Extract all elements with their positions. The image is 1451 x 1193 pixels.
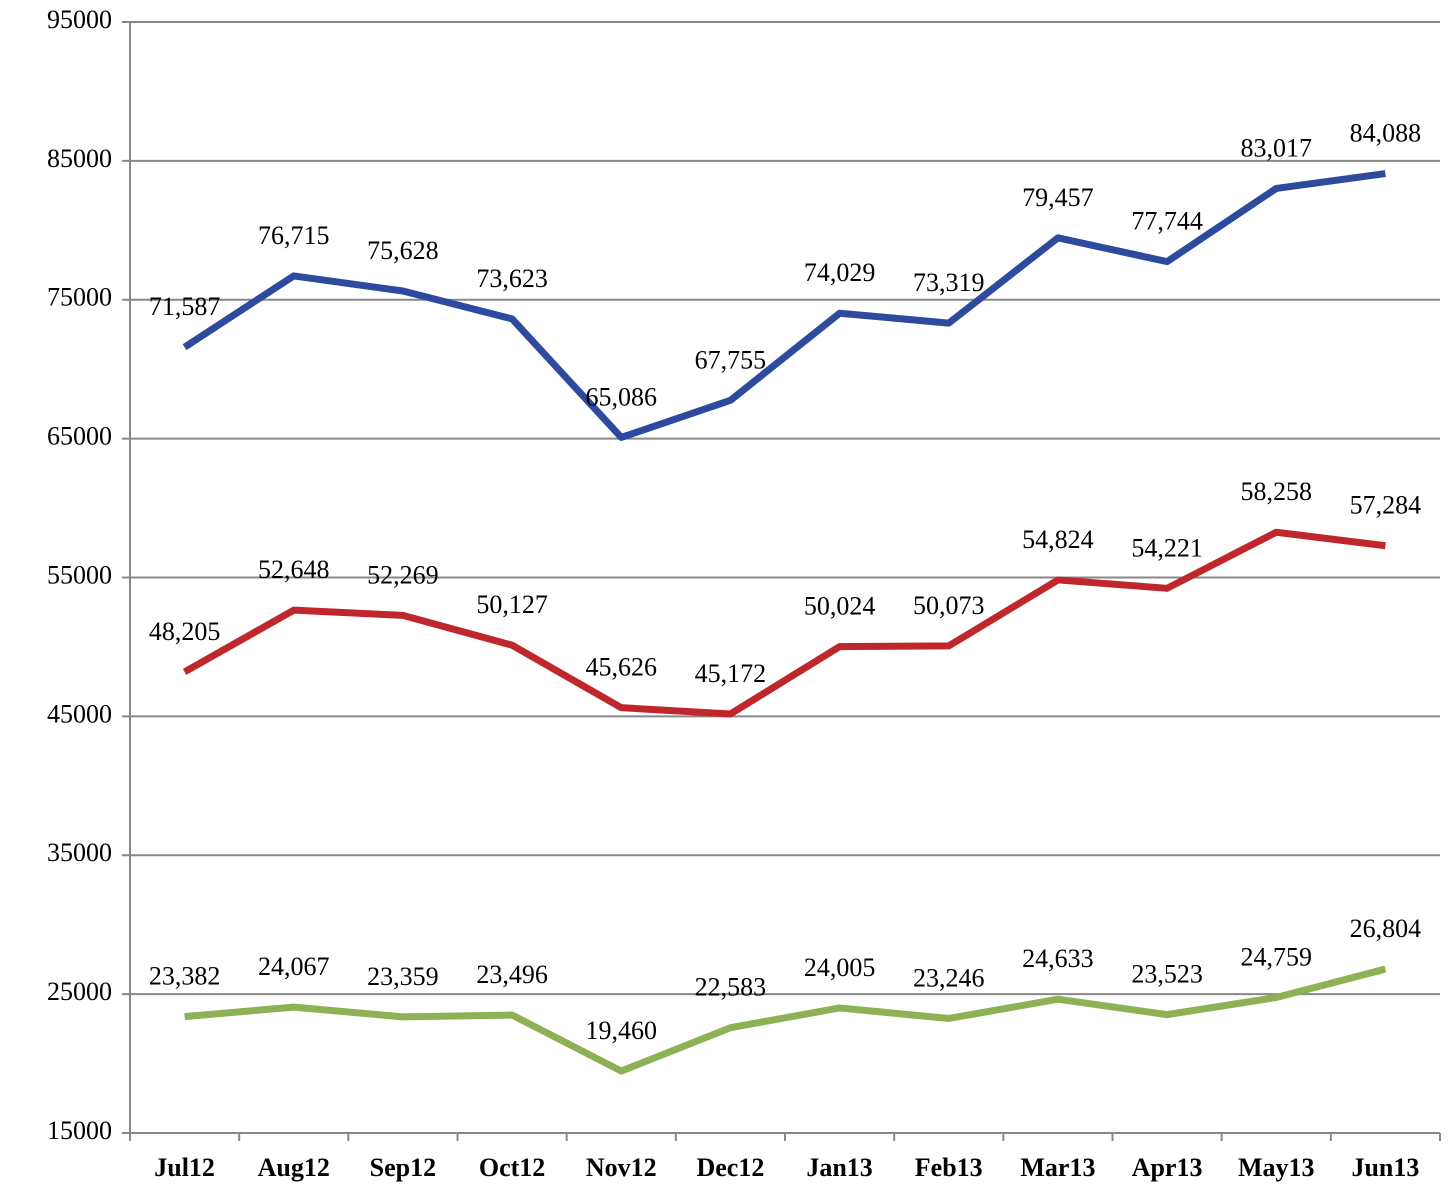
x-tick-label: Sep12 bbox=[370, 1153, 436, 1182]
data-label: 54,221 bbox=[1131, 533, 1203, 562]
y-tick-label: 65000 bbox=[47, 422, 112, 451]
data-label: 23,496 bbox=[476, 960, 548, 989]
data-label: 73,319 bbox=[913, 268, 985, 297]
x-tick-label: May13 bbox=[1238, 1153, 1315, 1182]
data-label: 24,759 bbox=[1241, 942, 1313, 971]
data-label: 52,648 bbox=[258, 555, 330, 584]
x-tick-label: Apr13 bbox=[1132, 1153, 1203, 1182]
data-label: 45,626 bbox=[586, 653, 658, 682]
data-label: 83,017 bbox=[1241, 133, 1313, 162]
x-tick-label: Aug12 bbox=[258, 1153, 330, 1182]
data-label: 45,172 bbox=[695, 659, 767, 688]
data-label: 48,205 bbox=[149, 617, 221, 646]
x-tick-label: Mar13 bbox=[1020, 1153, 1095, 1182]
x-tick-label: Feb13 bbox=[915, 1153, 983, 1182]
x-tick-label: Oct12 bbox=[479, 1153, 545, 1182]
series-line bbox=[184, 965, 1387, 1075]
series-line bbox=[182, 528, 1386, 718]
x-tick-label: Jan13 bbox=[806, 1153, 872, 1182]
data-label: 58,258 bbox=[1241, 477, 1313, 506]
data-label: 24,005 bbox=[804, 953, 876, 982]
y-tick-label: 85000 bbox=[47, 144, 112, 173]
y-tick-label: 15000 bbox=[47, 1116, 112, 1145]
x-tick-label: Jun13 bbox=[1351, 1153, 1419, 1182]
data-label: 73,623 bbox=[476, 264, 548, 293]
x-tick-label: Nov12 bbox=[586, 1153, 657, 1182]
data-label: 67,755 bbox=[695, 345, 767, 374]
data-label: 23,523 bbox=[1131, 960, 1203, 989]
data-label: 26,804 bbox=[1350, 914, 1422, 943]
data-label: 54,824 bbox=[1022, 525, 1094, 554]
y-tick-label: 75000 bbox=[47, 283, 112, 312]
data-label: 23,382 bbox=[149, 962, 221, 991]
y-tick-label: 45000 bbox=[47, 699, 112, 728]
data-label: 74,029 bbox=[804, 258, 876, 287]
data-label: 65,086 bbox=[586, 382, 658, 411]
x-tick-label: Jul12 bbox=[154, 1153, 215, 1182]
y-tick-label: 95000 bbox=[47, 5, 112, 34]
data-label: 84,088 bbox=[1350, 119, 1422, 148]
y-tick-label: 25000 bbox=[47, 977, 112, 1006]
data-label: 24,633 bbox=[1022, 944, 1094, 973]
data-label: 23,246 bbox=[913, 963, 985, 992]
data-label: 24,067 bbox=[258, 952, 330, 981]
data-label: 50,127 bbox=[476, 590, 548, 619]
series-line bbox=[182, 170, 1386, 441]
data-label: 52,269 bbox=[367, 560, 439, 589]
data-label: 57,284 bbox=[1350, 491, 1422, 520]
x-tick-label: Dec12 bbox=[696, 1153, 764, 1182]
data-label: 50,024 bbox=[804, 592, 876, 621]
data-label: 79,457 bbox=[1022, 183, 1094, 212]
data-label: 19,460 bbox=[586, 1016, 658, 1045]
data-label: 77,744 bbox=[1131, 207, 1203, 236]
data-label: 76,715 bbox=[258, 221, 330, 250]
data-label: 22,583 bbox=[695, 973, 767, 1002]
data-label: 75,628 bbox=[367, 236, 439, 265]
data-label: 50,073 bbox=[913, 591, 985, 620]
data-label: 23,359 bbox=[367, 962, 439, 991]
y-tick-label: 35000 bbox=[47, 838, 112, 867]
data-label: 71,587 bbox=[149, 292, 221, 321]
y-tick-label: 55000 bbox=[47, 560, 112, 589]
